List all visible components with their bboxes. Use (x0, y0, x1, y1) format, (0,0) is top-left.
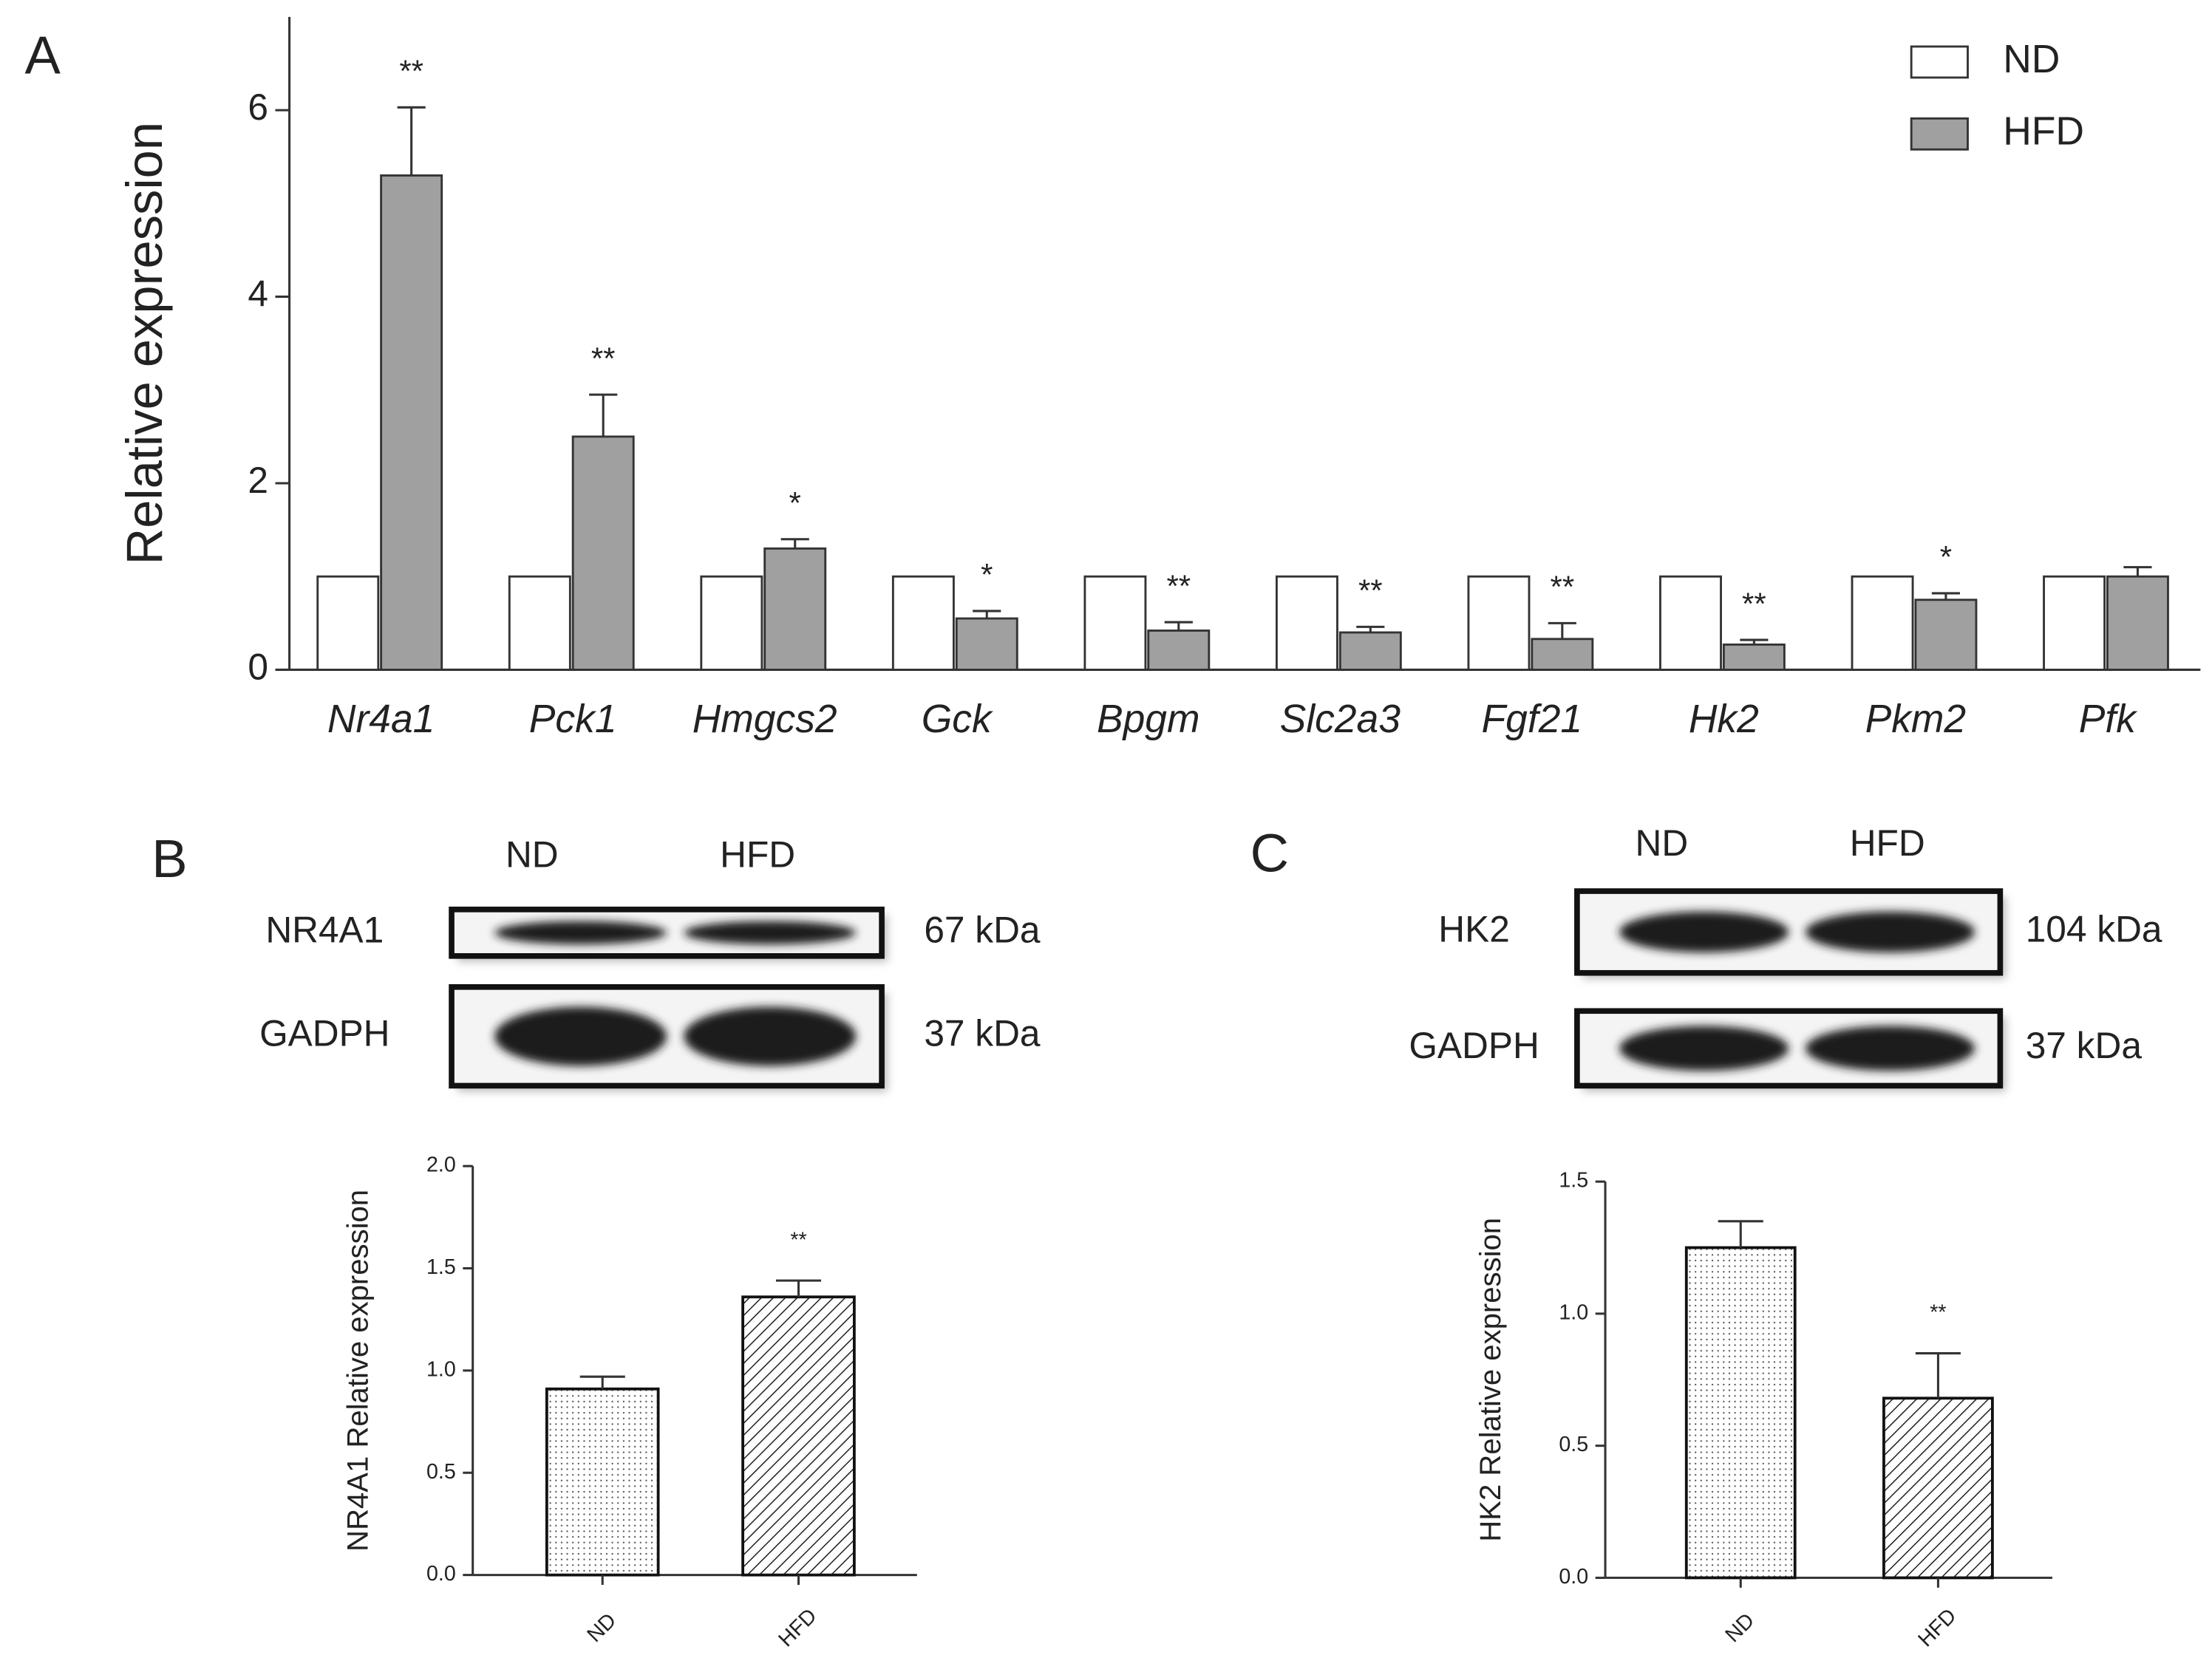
bar (1275, 575, 1338, 671)
bar (2106, 575, 2169, 671)
legend-swatch (1910, 45, 1969, 79)
significance: ** (1358, 573, 1383, 608)
significance: ** (399, 54, 423, 89)
x-tick-label: Pkm2 (1865, 698, 1967, 741)
bar (1531, 638, 1594, 671)
y-tick-label: 4 (248, 273, 268, 315)
lane-label: HFD (1850, 822, 1925, 864)
y-tick-label: 0.0 (1559, 1565, 1588, 1589)
blot-band (1806, 911, 1976, 953)
x-tick-label: Gck (922, 698, 993, 741)
bar (316, 575, 380, 671)
y-tick-label: 1.0 (1559, 1300, 1588, 1324)
y-tick-label: 1.0 (426, 1357, 456, 1381)
size-label: 37 kDa (2026, 1025, 2143, 1066)
x-tick-label: HFD (774, 1604, 821, 1651)
bar (1083, 575, 1147, 671)
y-tick-label: 1.5 (1559, 1169, 1588, 1193)
blot-band (1619, 911, 1789, 953)
y-tick-label: 2.0 (426, 1153, 456, 1177)
blot-band (684, 1006, 857, 1066)
x-tick-label: Fgf21 (1482, 698, 1583, 741)
blot-band (684, 921, 857, 945)
significance: * (981, 557, 993, 592)
bar (1659, 575, 1722, 671)
bar (741, 1295, 856, 1577)
x-tick-label: Bpgm (1097, 698, 1200, 741)
legend-label: ND (2003, 38, 2060, 81)
y-axis-label: HK2 Relative expression (1474, 1218, 1507, 1542)
y-axis-label: Relative expression (116, 122, 173, 565)
panel-label: C (1250, 823, 1289, 883)
significance: ** (1166, 568, 1191, 603)
significance: ** (1551, 570, 1575, 604)
blot-band (494, 921, 667, 945)
x-tick-label: Slc2a3 (1280, 698, 1401, 741)
bar (1467, 575, 1531, 671)
blot-band (1806, 1026, 1976, 1071)
y-axis-label: NR4A1 Relative expression (342, 1190, 375, 1552)
panel-label: B (152, 829, 187, 889)
y-tick-label: 0.0 (426, 1562, 456, 1586)
x-tick-label: HFD (1913, 1604, 1961, 1651)
x-tick-label: Hk2 (1689, 698, 1759, 741)
bar (700, 575, 763, 671)
size-label: 67 kDa (924, 909, 1041, 950)
legend-swatch (1910, 117, 1969, 151)
bar (1338, 631, 1402, 671)
y-tick-label: 0 (248, 647, 268, 688)
bar (1722, 643, 1786, 671)
y-tick-label: 0.5 (426, 1460, 456, 1484)
bar (508, 575, 571, 671)
size-label: 104 kDa (2026, 909, 2162, 950)
significance: ** (591, 341, 616, 375)
panel-label: A (24, 25, 61, 85)
protein-label: GADPH (259, 1013, 389, 1054)
x-tick-label: Nr4a1 (327, 698, 435, 741)
bar (763, 547, 827, 671)
protein-label: GADPH (1409, 1025, 1539, 1066)
blot-band (494, 1006, 667, 1066)
significance: * (789, 485, 801, 520)
significance: ** (1930, 1301, 1946, 1325)
bar (571, 435, 635, 671)
size-label: 37 kDa (924, 1013, 1041, 1054)
x-tick-label: ND (1721, 1609, 1759, 1647)
bar (2043, 575, 2106, 671)
bar (1882, 1396, 1994, 1580)
bar (545, 1387, 660, 1577)
y-tick-label: 1.5 (426, 1255, 456, 1279)
bar (955, 617, 1018, 671)
x-tick-label: ND (582, 1609, 621, 1647)
lane-label: ND (506, 833, 559, 875)
bar (380, 174, 443, 671)
x-tick-label: Pck1 (529, 698, 617, 741)
protein-label: NR4A1 (265, 909, 384, 950)
x-tick-label: Pfk (2079, 698, 2137, 741)
bar (1684, 1246, 1797, 1580)
x-tick-label: Hmgcs2 (692, 698, 837, 741)
y-tick-label: 2 (248, 460, 268, 501)
protein-label: HK2 (1438, 909, 1510, 950)
significance: ** (1742, 586, 1766, 621)
lane-label: ND (1636, 822, 1689, 864)
y-tick-label: 0.5 (1559, 1433, 1588, 1456)
bar (1147, 630, 1211, 671)
significance: ** (790, 1228, 806, 1252)
bar (891, 575, 955, 671)
bar (1851, 575, 1914, 671)
significance: * (1940, 539, 1952, 574)
legend-label: HFD (2003, 109, 2084, 153)
blot-band (1619, 1026, 1789, 1071)
lane-label: HFD (720, 833, 795, 875)
bar (1914, 598, 1978, 671)
y-tick-label: 6 (248, 86, 268, 128)
